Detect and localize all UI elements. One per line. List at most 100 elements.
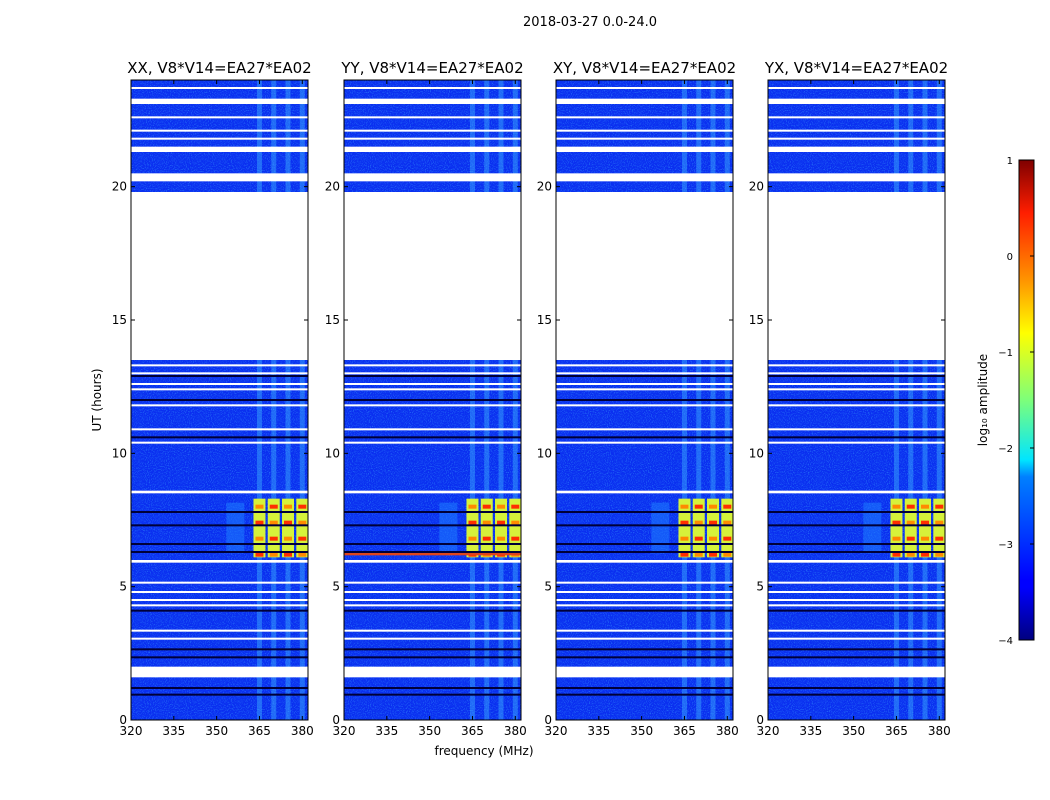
- colorbar-tick-label: −3: [998, 540, 1013, 551]
- no-data-gap: [556, 192, 733, 360]
- burst-hotspot: [511, 504, 520, 509]
- dark-flag-line: [556, 693, 733, 696]
- x-tick-label: 365: [673, 724, 696, 738]
- flag-gap-line: [344, 637, 521, 640]
- y-tick-label: 10: [112, 446, 127, 460]
- flag-gap-line: [556, 364, 733, 367]
- x-tick-label: 365: [885, 724, 908, 738]
- dark-flag-line: [344, 524, 521, 527]
- flag-gap-line: [768, 364, 945, 367]
- dark-flag-line: [344, 436, 521, 439]
- panel-title: XY, V8*V14=EA27*EA02: [553, 59, 736, 77]
- burst-hotspot: [482, 504, 491, 509]
- dark-flag-line: [768, 656, 945, 659]
- y-tick-label: 5: [332, 580, 340, 594]
- flag-gap-line: [556, 383, 733, 385]
- dark-flag-line: [344, 543, 521, 545]
- burst-hotspot: [284, 504, 293, 509]
- panel-frame: [130, 79, 309, 721]
- dark-flag-line: [556, 648, 733, 651]
- no-data-gap: [556, 173, 733, 182]
- x-tick-label: 335: [587, 724, 610, 738]
- flag-gap-line: [556, 637, 733, 640]
- burst-hotspot: [921, 504, 930, 509]
- flag-gap-line: [344, 581, 521, 584]
- burst-hotspot: [269, 536, 278, 541]
- dark-flag-line: [131, 399, 308, 401]
- no-data-gap: [768, 666, 945, 678]
- flag-gap-line: [344, 441, 521, 444]
- burst-block: [253, 498, 266, 558]
- flag-gap-line: [768, 129, 945, 132]
- flag-gap-line: [768, 441, 945, 444]
- no-data-gap: [556, 666, 733, 678]
- no-data-gap: [768, 490, 945, 494]
- y-tick-label: 20: [537, 180, 552, 194]
- flag-gap-line: [768, 599, 945, 601]
- dark-flag-line: [131, 524, 308, 527]
- burst-hotspot: [906, 552, 915, 557]
- dark-flag-line: [556, 551, 733, 553]
- flag-gap-line: [556, 581, 733, 584]
- dark-flag-line: [556, 609, 733, 612]
- burst-hotspot: [921, 552, 930, 557]
- dark-flag-line: [344, 656, 521, 659]
- burst-hotspot: [892, 536, 901, 541]
- no-data-gap: [131, 173, 308, 182]
- burst-hotspot: [694, 536, 703, 541]
- burst-hotspot: [255, 520, 264, 525]
- flag-gap-line: [131, 441, 308, 444]
- dark-flag-line: [344, 687, 521, 689]
- dark-flag-line: [768, 551, 945, 553]
- burst-halo: [863, 502, 882, 554]
- x-tick-label: 320: [333, 724, 356, 738]
- flag-gap-line: [556, 604, 733, 607]
- dark-flag-line: [131, 543, 308, 545]
- dark-flag-line: [344, 609, 521, 612]
- no-data-gap: [344, 146, 521, 152]
- flag-gap-line: [556, 629, 733, 632]
- no-data-gap: [556, 98, 733, 104]
- panel-frame: [767, 79, 946, 721]
- figure-suptitle: 2018-03-27 0.0-24.0: [523, 15, 657, 30]
- flag-gap-line: [556, 591, 733, 593]
- dark-flag-line: [131, 375, 308, 377]
- y-tick-label: 0: [756, 713, 764, 727]
- colorbar-gradient: [1018, 159, 1035, 641]
- no-data-gap: [344, 173, 521, 182]
- flag-gap-line: [131, 599, 308, 601]
- flag-gap-line: [131, 364, 308, 367]
- dark-flag-line: [768, 399, 945, 401]
- y-tick-label: 15: [112, 313, 127, 327]
- flag-gap-line: [131, 604, 308, 607]
- burst-hotspot: [468, 520, 477, 525]
- burst-hotspot: [892, 552, 901, 557]
- flag-gap-line: [768, 428, 945, 431]
- dark-flag-line: [344, 648, 521, 651]
- burst-hotspot: [680, 536, 689, 541]
- burst-hotspot: [511, 536, 520, 541]
- no-data-gap: [131, 192, 308, 360]
- burst-block: [707, 498, 720, 558]
- burst-hotspot: [680, 520, 689, 525]
- panel-3: XY, V8*V14=EA27*EA02 320 335 350 365 380 0 5 10 1…: [537, 59, 739, 738]
- burst-hotspot: [298, 552, 307, 557]
- x-tick-label: 335: [799, 724, 822, 738]
- flag-gap-line: [768, 388, 945, 391]
- burst-hotspot: [892, 520, 901, 525]
- flag-gap-line: [344, 87, 521, 89]
- flag-gap-line: [344, 137, 521, 140]
- dark-flag-line: [556, 399, 733, 401]
- flag-gap-line: [344, 364, 521, 367]
- dark-flag-line: [131, 693, 308, 696]
- burst-hotspot: [680, 504, 689, 509]
- flag-gap-line: [768, 581, 945, 584]
- flag-gap-line: [344, 388, 521, 391]
- burst-block: [692, 498, 705, 558]
- burst-hotspot: [482, 536, 491, 541]
- dark-flag-line: [131, 551, 308, 553]
- dark-flag-line: [344, 511, 521, 513]
- burst-block: [904, 498, 917, 558]
- x-tick-label: 380: [716, 724, 739, 738]
- dark-flag-line: [344, 399, 521, 401]
